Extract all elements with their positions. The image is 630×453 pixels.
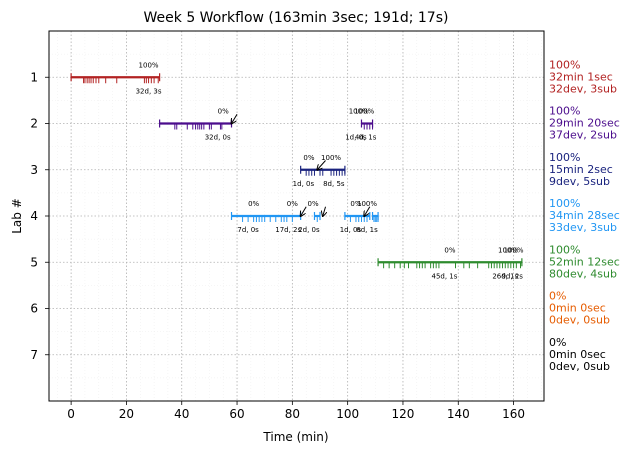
lab-2-annotation: 4d, 1s [355, 134, 377, 142]
y-tick-label: 4 [30, 209, 38, 223]
x-tick-label: 160 [502, 407, 525, 421]
lab-5-summary-line: 80dev, 4sub [549, 267, 617, 280]
x-tick-label: 140 [447, 407, 470, 421]
y-tick-label: 7 [30, 348, 38, 362]
lab-5-annotation: 26d, 1s [492, 272, 518, 280]
lab-3-annotation: 0% [303, 154, 314, 162]
lab-4-arrow [301, 206, 307, 216]
lab-5-annotation: 100% [498, 246, 518, 254]
lab-2-annotation: 0% [218, 108, 229, 116]
lab-5-annotation: 100% [504, 246, 524, 254]
lab-4-annotation: 7d, 0s [237, 226, 259, 234]
chart-title: Week 5 Workflow (163min 3sec; 191d; 17s) [144, 10, 449, 26]
lab-2-annotation: 100% [349, 108, 369, 116]
y-tick-label: 1 [30, 70, 38, 84]
x-axis-label: Time (min) [262, 430, 328, 444]
lab-3-summary-line: 15min 2sec [549, 163, 613, 176]
lab-7-summary-line: 0dev, 0sub [549, 360, 610, 373]
x-tick-label: 100 [336, 407, 359, 421]
lab-1-summary-line: 32dev, 3sub [549, 82, 617, 95]
lab-4-annotation: 0% [248, 200, 259, 208]
lab-1-annotation: 32d, 3s [136, 87, 162, 95]
lab-5-annotation: 9d, 2s [501, 272, 523, 280]
plot-area: 0 20 40 60 80 100 120 140 160 1 2 3 4 5 6 7 100% 32d, 3s 0… [30, 30, 545, 421]
x-tick-label: 80 [285, 407, 300, 421]
lab-2-arrow [232, 113, 238, 123]
lab-2-annotation: 100% [354, 108, 374, 116]
lab-4-annotation: 100% [357, 200, 377, 208]
lab-2-annotation: 1d, 0s [345, 134, 367, 142]
x-tick-label: 0 [67, 407, 75, 421]
y-tick-label: 6 [30, 302, 38, 316]
y-axis-label: Lab # [10, 198, 24, 234]
lab-2-summary-line: 29min 20sec [549, 117, 620, 130]
lab-4-annotation: 2d, 0s [298, 226, 320, 234]
lab-3-annotation: 1d, 0s [293, 180, 315, 188]
y-tick-label: 3 [30, 163, 38, 177]
lab-2-summary-line: 37dev, 2sub [549, 129, 617, 142]
lab-2-summary-line: 100% [549, 105, 580, 118]
lab-6-summary-line: 0% [549, 290, 566, 303]
y-tick-label: 5 [30, 255, 38, 269]
lab-1-annotation: 100% [139, 61, 159, 69]
lab-4-arrow [364, 206, 371, 216]
lab-1-summary-line: 32min 1sec [549, 70, 613, 83]
lab-4-annotation: 0% [350, 200, 361, 208]
lab-2-annotation: 32d, 0s [205, 134, 231, 142]
lab-4-annotation: 17d, 2s [275, 226, 301, 234]
lab-6-summary-line: 0min 0sec [549, 302, 606, 315]
lab-6-summary-line: 0dev, 0sub [549, 314, 610, 327]
x-tick-label: 20 [119, 407, 134, 421]
lab-4-annotation: 1d, 0s [340, 226, 362, 234]
lab-4-annotation: 6d, 1s [356, 226, 378, 234]
lab-5-summary-line: 100% [549, 243, 580, 256]
lab-5-annotation: 45d, 1s [431, 272, 457, 280]
x-tick-label: 120 [392, 407, 415, 421]
lab-3-arrow [317, 160, 326, 170]
lab-7-summary-line: 0min 0sec [549, 348, 606, 361]
lab-5-summary-line: 52min 12sec [549, 255, 620, 268]
lab-4-annotation: 0% [287, 200, 298, 208]
x-tick-label: 40 [174, 407, 189, 421]
lab-3-summary-line: 9dev, 5sub [549, 175, 610, 188]
lab-4-summary-line: 34min 28sec [549, 209, 620, 222]
y-tick-label: 2 [30, 117, 38, 131]
lab-5-annotation: 0% [444, 246, 455, 254]
lab-4-summary-line: 100% [549, 197, 580, 210]
lab-3-annotation: 8d, 5s [323, 180, 345, 188]
lab-4-summary-line: 33dev, 3sub [549, 221, 617, 234]
x-tick-label: 60 [229, 407, 244, 421]
lab-3-annotation: 100% [321, 154, 341, 162]
lab-3-summary-line: 100% [549, 151, 580, 164]
lab-4-annotation: 0% [308, 200, 319, 208]
lab-4-arrow [323, 206, 326, 216]
lab-1-summary-line: 100% [549, 58, 580, 71]
lab-7-summary-line: 0% [549, 336, 566, 349]
